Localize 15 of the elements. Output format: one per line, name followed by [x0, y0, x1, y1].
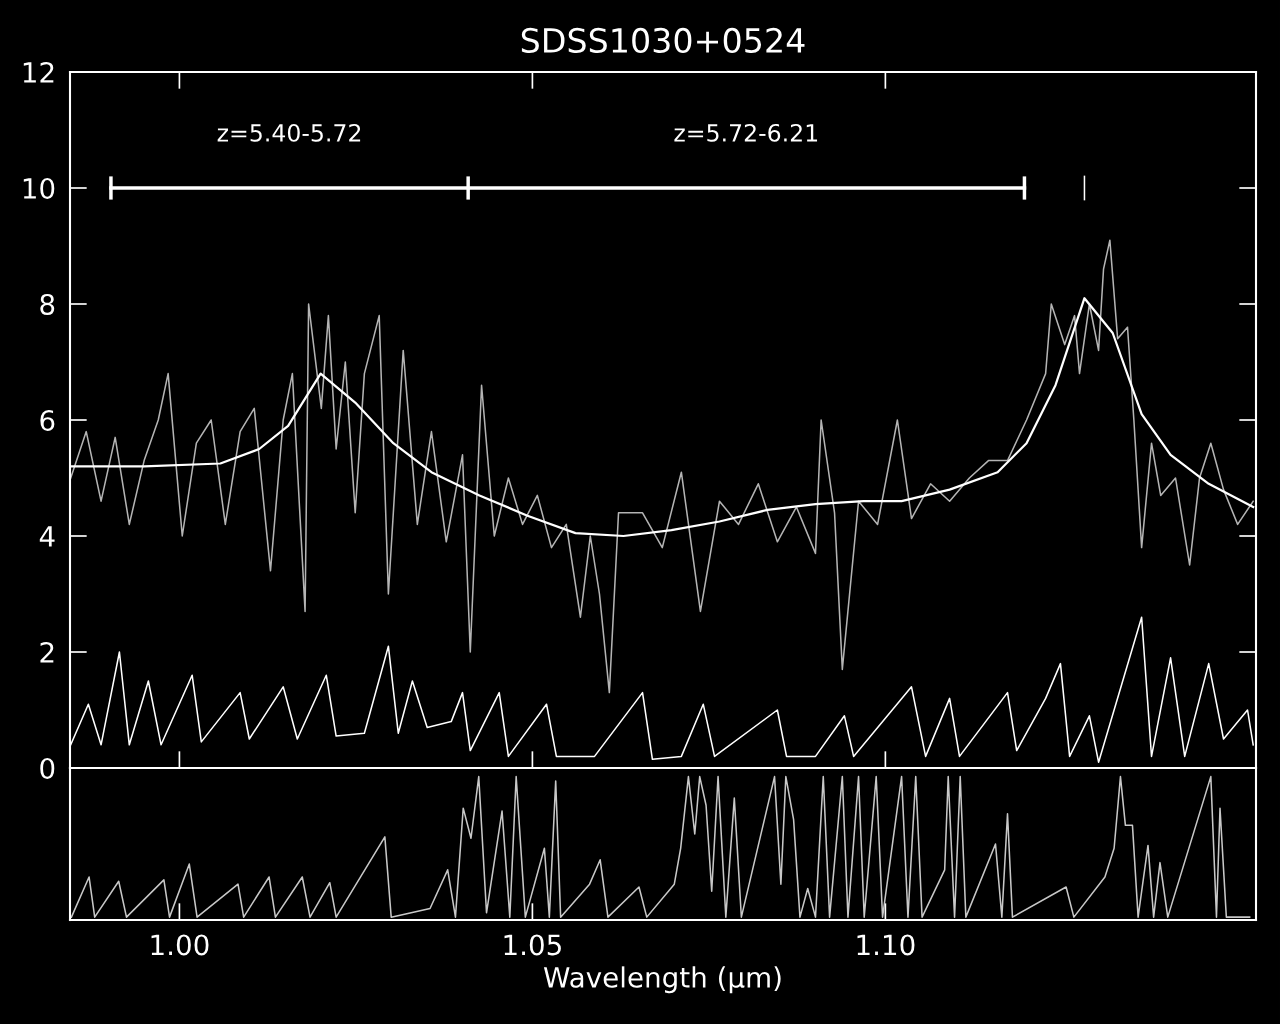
- x-tick-label: 1.10: [857, 934, 915, 956]
- y-tick-label: 8: [40, 293, 55, 315]
- line-series: [70, 239, 1254, 694]
- chart-title: SDSS1030+0524: [521, 27, 805, 54]
- x-tick-label: 1.05: [504, 934, 561, 956]
- x-tick-label: 1.00: [151, 934, 209, 956]
- annotation: z=5.40-5.72: [217, 123, 361, 142]
- x-axis-title: Wavelength (μm): [543, 966, 781, 994]
- y-tick-label: 0: [40, 757, 55, 779]
- y-tick-label: 2: [40, 641, 54, 663]
- y-tick-label: 4: [39, 526, 55, 547]
- y-tick-label: 10: [23, 177, 55, 199]
- y-tick-label: 6: [40, 409, 55, 431]
- y-tick-label: 12: [23, 61, 54, 83]
- annotation: z=5.72-6.21: [674, 123, 818, 142]
